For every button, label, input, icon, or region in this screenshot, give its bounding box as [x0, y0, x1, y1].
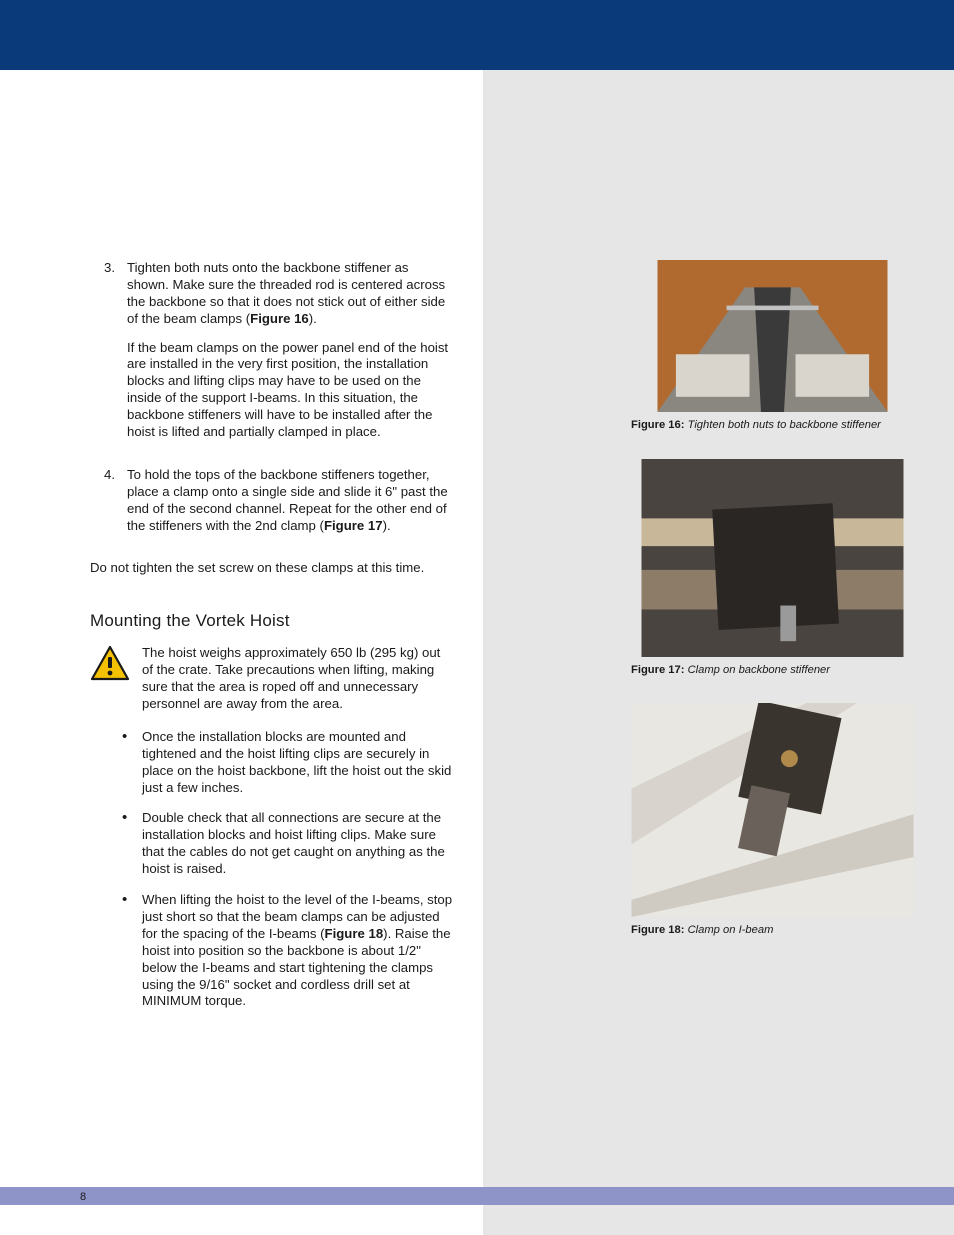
figure-caption-text: Tighten both nuts to backbone stiffener: [688, 419, 881, 431]
right-column: Figure 16: Tighten both nuts to backbone…: [483, 70, 954, 1235]
section-heading: Mounting the Vortek Hoist: [90, 611, 453, 631]
figure-label: Figure 18:: [631, 924, 684, 936]
figure: Figure 16: Tighten both nuts to backbone…: [631, 260, 914, 433]
figure-caption: Figure 17: Clamp on backbone stiffener: [631, 663, 914, 678]
step-body: To hold the tops of the backbone stiffen…: [127, 467, 453, 547]
warning-block: The hoist weighs approximately 650 lb (2…: [90, 645, 453, 713]
footer-strip: [0, 1187, 954, 1205]
bullet-marker: •: [90, 810, 142, 878]
left-column: 3.Tighten both nuts onto the backbone st…: [0, 70, 483, 1235]
figure-caption-text: Clamp on I-beam: [688, 924, 774, 936]
content-area: 3.Tighten both nuts onto the backbone st…: [0, 70, 954, 1235]
bullet-text: Double check that all connections are se…: [142, 810, 453, 878]
figure: Figure 18: Clamp on I-beam: [631, 703, 914, 938]
header-banner: [0, 0, 954, 70]
figure-caption-text: Clamp on backbone stiffener: [688, 664, 830, 676]
figure-caption: Figure 16: Tighten both nuts to backbone…: [631, 418, 914, 433]
figure-label: Figure 17:: [631, 664, 684, 676]
figure: Figure 17: Clamp on backbone stiffener: [631, 459, 914, 678]
bullet-marker: •: [90, 729, 142, 797]
bullet-item: •Double check that all connections are s…: [90, 810, 453, 878]
document-page: 3.Tighten both nuts onto the backbone st…: [0, 0, 954, 1235]
step-number: 3.: [90, 260, 127, 453]
step-paragraph: To hold the tops of the backbone stiffen…: [127, 467, 453, 535]
bullet-marker: •: [90, 892, 142, 1010]
step-body: Tighten both nuts onto the backbone stif…: [127, 260, 453, 453]
figure-label: Figure 16:: [631, 419, 684, 431]
step-number: 4.: [90, 467, 127, 547]
note-text: Do not tighten the set screw on these cl…: [90, 560, 453, 577]
bullet-item: •When lifting the hoist to the level of …: [90, 892, 453, 1010]
figure-caption: Figure 18: Clamp on I-beam: [631, 923, 914, 938]
warning-text: The hoist weighs approximately 650 lb (2…: [136, 645, 453, 713]
step-paragraph: Tighten both nuts onto the backbone stif…: [127, 260, 453, 328]
bullet-text: When lifting the hoist to the level of t…: [142, 892, 453, 1010]
bullet-item: •Once the installation blocks are mounte…: [90, 729, 453, 797]
step-paragraph: If the beam clamps on the power panel en…: [127, 340, 453, 441]
bullet-text: Once the installation blocks are mounted…: [142, 729, 453, 797]
page-number: 8: [80, 1191, 86, 1203]
warning-icon: [90, 645, 136, 713]
numbered-step: 3.Tighten both nuts onto the backbone st…: [90, 260, 453, 453]
numbered-step: 4.To hold the tops of the backbone stiff…: [90, 467, 453, 547]
